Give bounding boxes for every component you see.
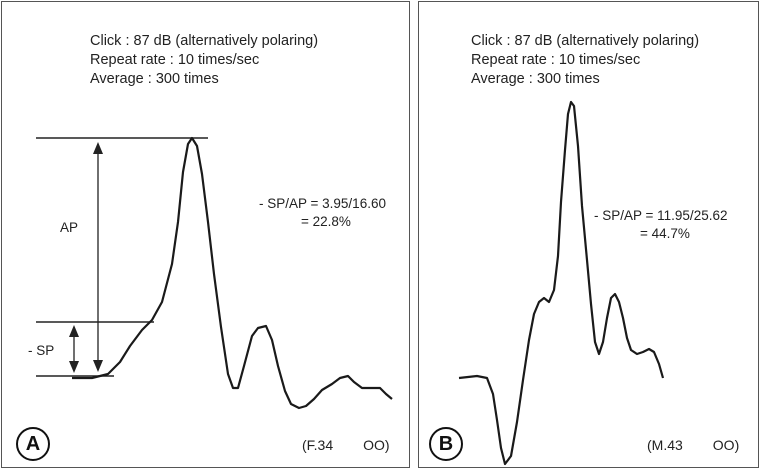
panel-a: Click : 87 dB (alternatively polaring) R… <box>1 1 410 468</box>
ap-label: AP <box>60 220 79 235</box>
repeat-rate-setting: Repeat rate : 10 times/sec <box>471 52 641 68</box>
panel-badge-b: B <box>429 427 463 461</box>
sp-arrow <box>69 325 79 373</box>
sp-ap-ratio-b: - SP/AP = 11.95/25.62 = 44.7% <box>594 207 727 243</box>
click-setting: Click : 87 dB (alternatively polaring) <box>471 33 700 49</box>
ear-label: OO) <box>363 437 390 453</box>
average-setting: Average : 300 times <box>471 71 600 87</box>
subject-info-a: (F.34 OO) <box>302 437 390 453</box>
sp-label: - SP <box>28 343 55 358</box>
waveform-b-diagram <box>458 100 665 466</box>
ratio-values: - SP/AP = 11.95/25.62 <box>594 208 728 223</box>
ratio-percent: = 44.7% <box>640 226 690 241</box>
recording-settings-b: Click : 87 dB (alternatively polaring) R… <box>471 32 699 89</box>
ear-label: OO) <box>712 437 740 453</box>
waveform-b <box>458 100 665 466</box>
ap-arrow <box>93 142 103 372</box>
ratio-values: - SP/AP = 3.95/16.60 <box>259 196 386 211</box>
waveform-a-diagram <box>36 136 393 410</box>
recording-settings-a: Click : 87 dB (alternatively polaring) R… <box>90 32 318 89</box>
subject-id: (M.43 <box>647 437 683 453</box>
panel-badge-a: A <box>16 427 50 461</box>
sp-ap-ratio-a: - SP/AP = 3.95/16.60 = 22.8% <box>259 195 386 231</box>
click-setting: Click : 87 dB (alternatively polaring) <box>90 33 319 49</box>
panel-b: Click : 87 dB (alternatively polaring) R… <box>418 1 759 468</box>
repeat-rate-setting: Repeat rate : 10 times/sec <box>90 52 260 68</box>
average-setting: Average : 300 times <box>90 71 219 87</box>
waveform-a <box>72 136 393 410</box>
ratio-percent: = 22.8% <box>301 214 351 229</box>
subject-id: (F.34 <box>302 437 334 453</box>
subject-info-b: (M.43 OO) <box>647 437 739 453</box>
